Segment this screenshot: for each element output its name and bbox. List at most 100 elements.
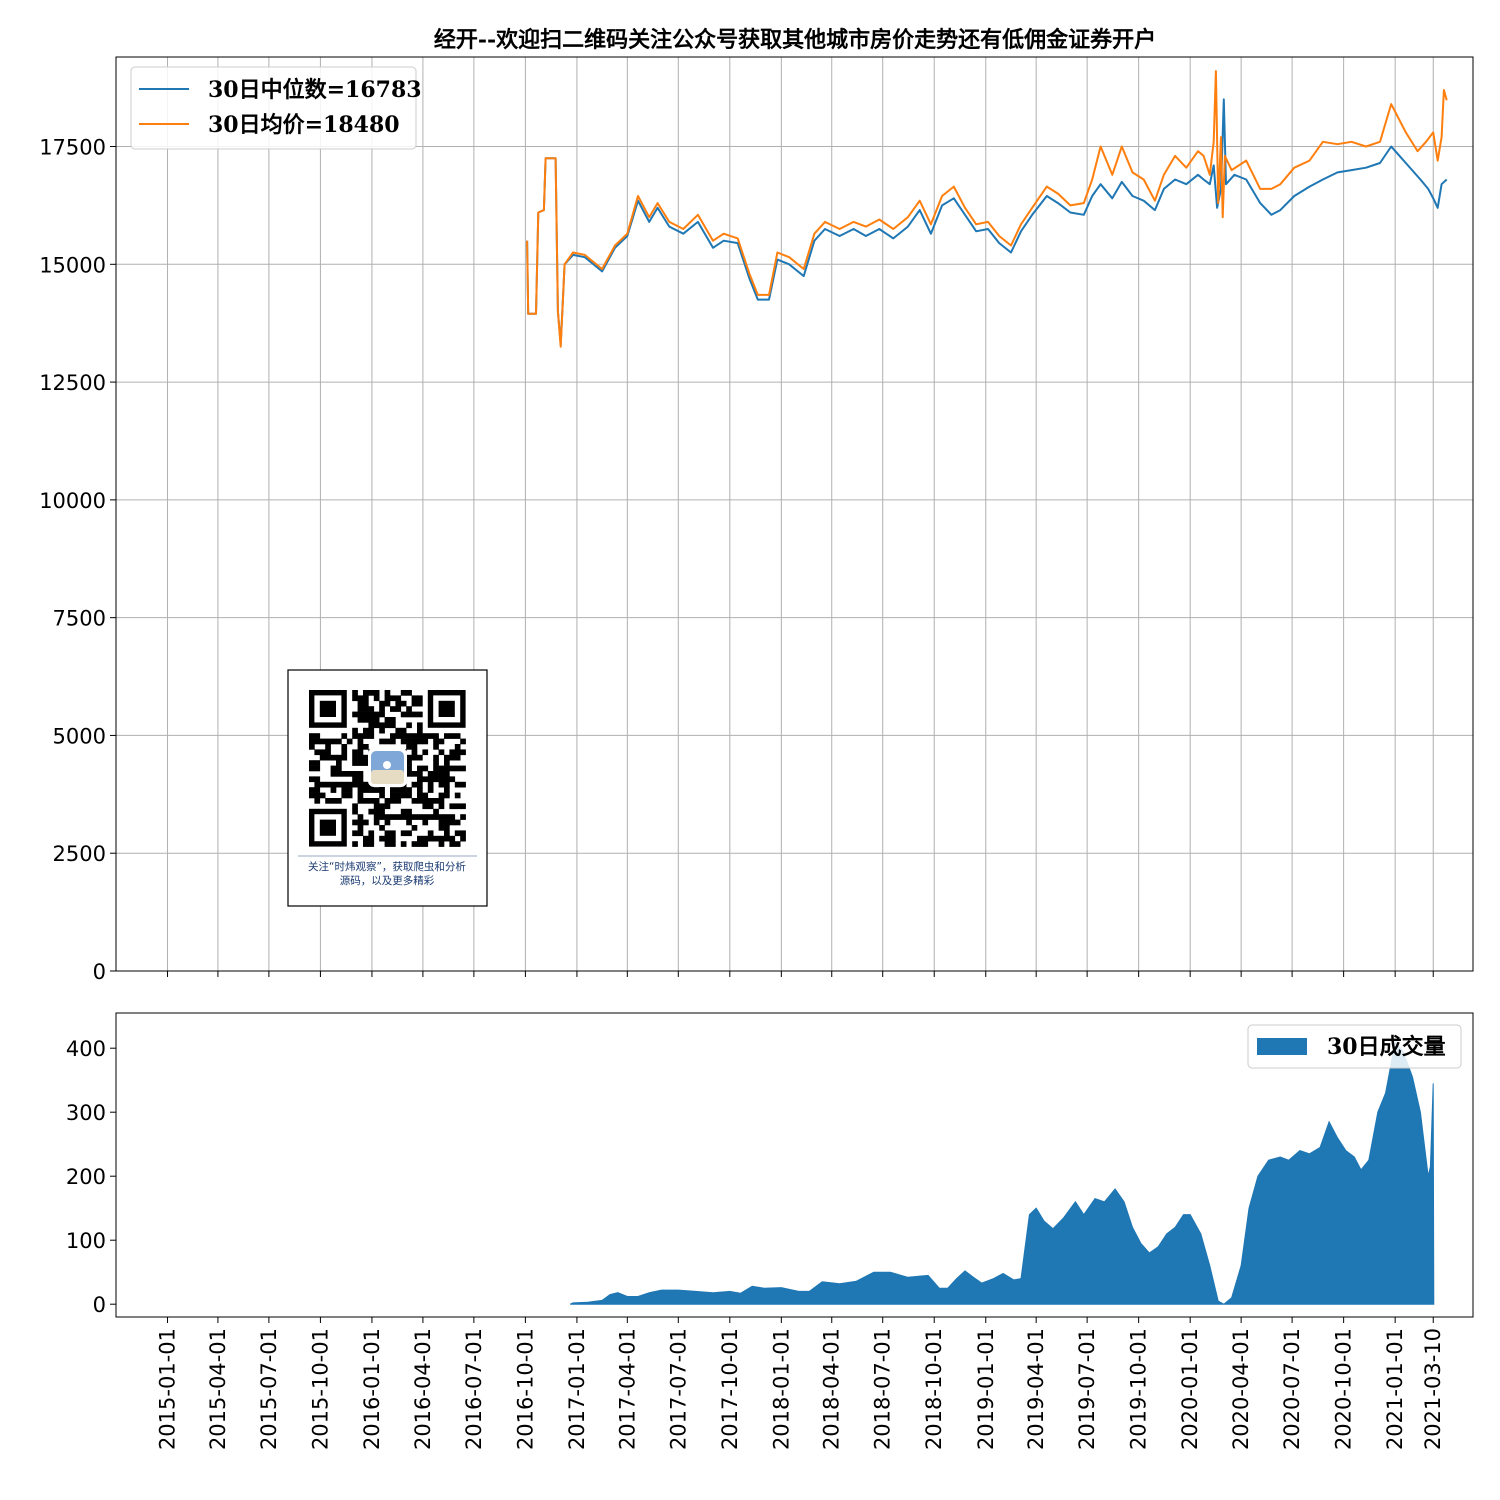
- qr-module: [363, 700, 369, 707]
- qr-module: [417, 711, 423, 718]
- qr-avatar-figure: [383, 761, 391, 769]
- qr-module: [319, 754, 326, 761]
- qr-module: [373, 722, 380, 729]
- qr-module: [336, 754, 342, 761]
- qr-module: [395, 733, 402, 739]
- qr-module: [411, 738, 418, 745]
- qr-module: [336, 738, 342, 745]
- qr-module: [379, 814, 385, 820]
- qr-module: [417, 738, 423, 745]
- qr-module: [384, 803, 391, 810]
- qr-module: [411, 814, 418, 820]
- qr-module: [390, 830, 396, 837]
- qr-module: [444, 835, 450, 842]
- qr-module: [395, 695, 402, 702]
- qr-module: [417, 754, 423, 761]
- qr-module: [384, 738, 391, 745]
- qr-module: [373, 803, 380, 810]
- qr-module: [427, 733, 434, 739]
- qr-module: [341, 733, 348, 739]
- qr-module: [422, 841, 429, 847]
- qr-module: [341, 792, 348, 799]
- volume-xtick-label-2020-07-01: 2020-07-01: [1280, 1328, 1304, 1450]
- qr-module: [352, 695, 358, 702]
- qr-module: [352, 803, 358, 810]
- qr-module: [449, 754, 456, 761]
- qr-module: [379, 808, 385, 815]
- price-ytick-label-15000: 15000: [39, 253, 106, 277]
- qr-module: [384, 798, 391, 804]
- qr-module: [373, 717, 380, 723]
- qr-avatar-sand: [371, 770, 404, 784]
- qr-caption-line-1: 关注“时炜观察”，获取爬虫和分析: [308, 860, 466, 873]
- qr-module: [411, 781, 418, 788]
- qr-module: [460, 781, 466, 788]
- qr-module: [357, 792, 364, 799]
- qr-module: [379, 722, 385, 729]
- qr-module: [346, 787, 353, 793]
- qr-module: [433, 771, 439, 777]
- qr-module: [368, 787, 375, 793]
- qr-module: [417, 722, 423, 729]
- qr-module: [433, 835, 439, 842]
- qr-module: [357, 819, 364, 826]
- qr-module: [411, 749, 418, 756]
- qr-module: [454, 744, 461, 750]
- qr-module: [406, 722, 412, 729]
- qr-module: [406, 690, 412, 696]
- qr-module: [449, 776, 456, 783]
- qr-module: [449, 841, 456, 847]
- volume-xtick-label-2018-01-01: 2018-01-01: [769, 1328, 793, 1450]
- volume-xtick-label-2020-01-01: 2020-01-01: [1178, 1328, 1202, 1450]
- qr-module: [352, 711, 358, 718]
- volume-xtick-label-2017-07-01: 2017-07-01: [666, 1328, 690, 1450]
- legend-median-label: 30日中位数=16783: [208, 77, 422, 103]
- qr-module: [368, 727, 375, 734]
- qr-module: [368, 835, 375, 842]
- volume-ytick-label-200: 200: [66, 1165, 106, 1189]
- qr-module: [406, 830, 412, 837]
- qr-module: [411, 733, 418, 739]
- qr-module: [373, 814, 380, 820]
- qr-module: [373, 798, 380, 804]
- qr-module: [422, 765, 429, 772]
- volume-xtick-label-2015-04-01: 2015-04-01: [206, 1328, 230, 1450]
- qr-module: [460, 835, 466, 842]
- qr-module: [357, 760, 364, 766]
- qr-module: [368, 830, 375, 837]
- qr-module: [444, 819, 450, 826]
- qr-module: [309, 792, 315, 799]
- qr-module: [417, 733, 423, 739]
- qr-module: [379, 711, 385, 718]
- qr-module: [433, 760, 439, 766]
- volume-xtick-label-2018-04-01: 2018-04-01: [820, 1328, 844, 1450]
- qr-module: [427, 835, 434, 842]
- qr-module: [433, 814, 439, 820]
- qr-module: [352, 754, 358, 761]
- qr-module: [444, 814, 450, 820]
- volume-xtick-label-2016-10-01: 2016-10-01: [513, 1328, 537, 1450]
- qr-module: [314, 781, 321, 788]
- qr-module: [357, 830, 364, 837]
- qr-module: [400, 792, 407, 799]
- qr-module: [390, 722, 396, 729]
- qr-module: [422, 792, 429, 799]
- qr-module: [314, 798, 321, 804]
- qr-module: [384, 690, 391, 696]
- price-ytick-label-12500: 12500: [39, 371, 106, 395]
- qr-module: [357, 700, 364, 707]
- chart-title: 经开--欢迎扫二维码关注公众号获取其他城市房价走势还有低佣金证券开户: [434, 27, 1156, 53]
- qr-module: [363, 798, 369, 804]
- qr-module: [433, 754, 439, 761]
- volume-plot-frame: [115, 1012, 1474, 1318]
- qr-module: [417, 835, 423, 842]
- qr-module: [373, 690, 380, 696]
- volume-x-axis: 2015-01-01 2015-04-01 2015-07-01 2015-10-01…: [156, 1317, 1445, 1450]
- qr-module: [363, 835, 369, 842]
- qr-module: [384, 841, 391, 847]
- qr-module: [406, 792, 412, 799]
- qr-module: [417, 798, 423, 804]
- qr-module: [438, 771, 445, 777]
- qr-module: [352, 733, 358, 739]
